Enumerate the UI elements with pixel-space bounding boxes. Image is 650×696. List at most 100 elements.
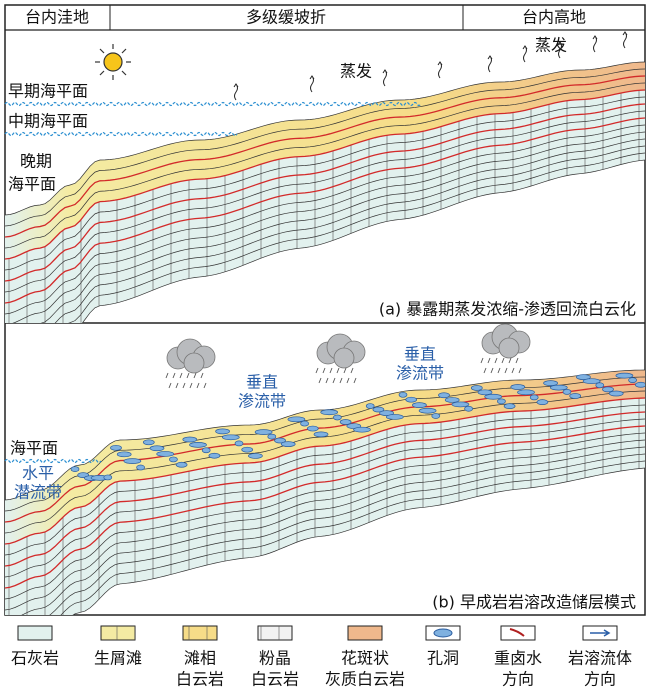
sea-level-line [4,131,238,137]
vug [595,382,605,389]
rain-drop [179,372,183,379]
legend-symbol [509,628,525,637]
rain-drop [175,382,179,389]
vug [248,453,263,459]
sun-icon [95,44,131,80]
sea-level-label: 中期海平面 [8,112,88,131]
vug [333,414,342,421]
vug [431,413,441,419]
stratum-line [5,110,645,293]
legend-texture [183,626,217,640]
evaporation-arrow [557,41,563,59]
rain-drop [508,357,512,364]
cloud-icon [165,338,216,389]
rain-drop [353,377,357,384]
vug [353,426,371,433]
legend-label: 方向 [502,670,534,689]
zone-label: 渗流带 [396,364,444,383]
cloud-part [183,352,205,374]
vug [608,390,624,397]
vug [510,384,526,390]
stratum-line [5,124,645,315]
sea-level-label: 海平面 [8,175,56,194]
vug [267,433,277,440]
legend-label: 灰质白云岩 [325,670,405,689]
vug [156,451,175,457]
stratum-texture [41,139,645,323]
stratum-line [5,376,645,512]
vug [634,381,645,388]
legend-symbol [433,628,453,638]
vug [503,403,516,410]
rain-drop [497,367,501,374]
rain-drop [483,367,487,374]
evaporation-arrow [522,45,528,63]
stratum-line [60,460,645,615]
zone-label: 垂直 [246,373,278,392]
stratum-line [5,418,645,578]
stratum-line [5,96,645,271]
rain-drop [165,372,169,379]
legend-label: 粉晶 [259,649,291,668]
rain-drop [350,367,354,374]
rain-drop [332,377,336,384]
vug [536,399,549,406]
legend-swatch [347,625,383,641]
vug [300,420,309,427]
caption: (b) 早成岩岩溶改造储层模式 [432,593,636,612]
header-cell: 台内洼地 [25,8,89,27]
stratum-line [5,117,645,304]
stratum-texture [69,153,645,323]
stratum-line [5,75,645,238]
rain-drop [504,367,508,374]
vug [576,374,591,380]
rain-drop [186,372,190,379]
rain-drop [200,372,204,379]
vug [182,436,198,443]
vug [497,398,506,405]
rain-drop [490,367,494,374]
vug [274,437,286,444]
vug [116,451,132,458]
legend-texture [101,626,135,640]
rain-drop [203,382,207,389]
legend-label: 白云岩 [251,670,299,689]
vug [615,372,634,379]
vug [549,384,568,391]
rain-drop [189,382,193,389]
rain-drop [515,357,519,364]
vug [149,445,165,452]
stratum-line [5,439,645,611]
stratum-line [49,453,645,615]
vug [142,439,155,446]
vug [451,401,470,408]
rain-drop [336,367,340,374]
sea-level-line [4,458,102,464]
vug [562,389,572,395]
cloud-part [498,337,520,359]
vug [398,391,408,398]
stratum-texture [60,461,645,615]
rain-drop [325,377,329,384]
zone-label: 水平 [22,464,54,483]
caption: (a) 暴露期蒸发浓缩-渗透回流白云化 [379,300,636,319]
sea-level-label: 海平面 [10,439,58,458]
evaporation-arrow [382,69,388,87]
vug [215,428,230,435]
vug [280,441,296,447]
zone-label: 渗流带 [238,392,286,411]
vug [70,466,80,472]
zone-label: 潜流带 [14,483,62,502]
stratum-line [54,145,645,323]
vug [234,440,244,447]
rain-drop [193,372,197,379]
rain-drop [339,377,343,384]
vug [477,389,493,396]
vug [365,403,375,409]
stratum-line [5,425,645,589]
rain-drop [182,382,186,389]
rain-drop [318,377,322,384]
legend-label: 孔洞 [427,649,459,668]
rain-drop [315,367,319,374]
vug [110,444,122,451]
